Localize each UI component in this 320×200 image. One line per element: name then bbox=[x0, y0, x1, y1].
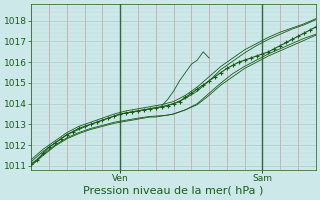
X-axis label: Pression niveau de la mer( hPa ): Pression niveau de la mer( hPa ) bbox=[84, 186, 264, 196]
